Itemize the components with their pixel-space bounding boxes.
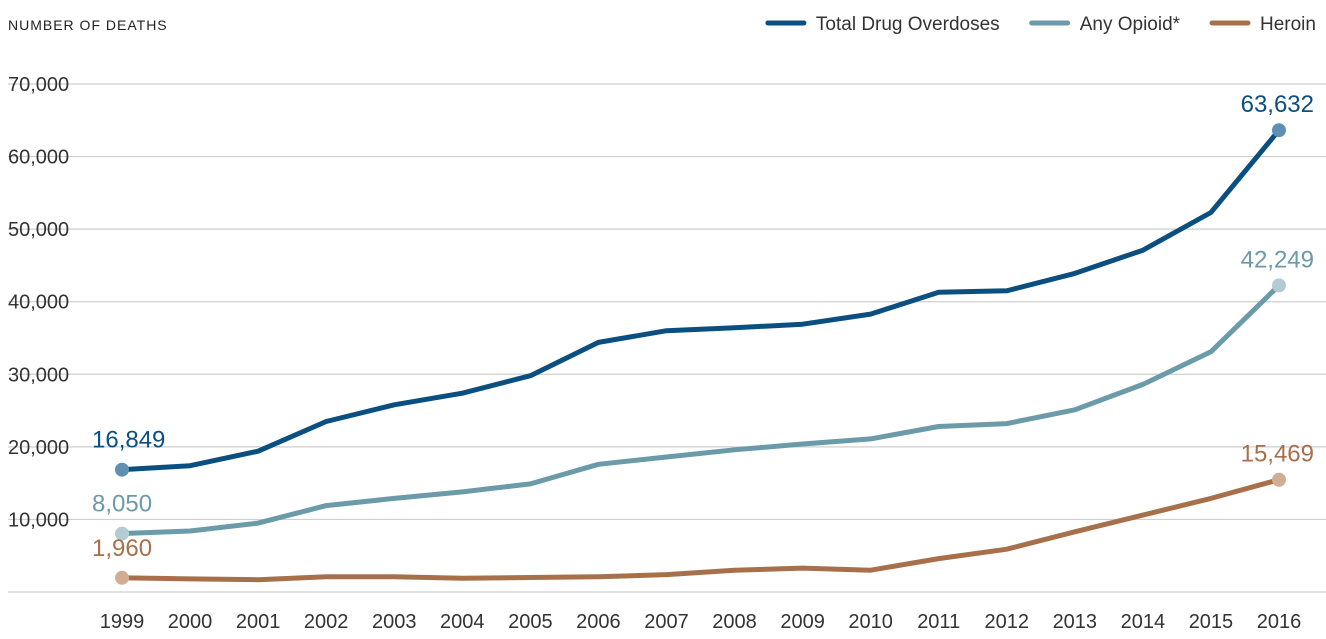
- x-tick-label: 2016: [1257, 611, 1302, 633]
- x-tick-label: 2005: [508, 611, 553, 633]
- series-marker: [1272, 472, 1286, 487]
- end-value-label: 15,469: [1241, 441, 1314, 468]
- legend-label: Any Opioid*: [1080, 14, 1181, 35]
- y-tick-label: 30,000: [8, 364, 69, 386]
- x-axis-ticks: 1999 2000 2001 2002 2003 2004 2005 2006 2007 2008…: [100, 611, 1302, 633]
- gridlines: [8, 83, 1326, 593]
- legend-label: Total Drug Overdoses: [816, 14, 1000, 35]
- x-tick-label: 2002: [304, 611, 349, 633]
- x-tick-label: 2010: [848, 611, 893, 633]
- x-tick-label: 2006: [576, 611, 621, 633]
- start-value-label: 8,050: [92, 491, 152, 518]
- data-labels: 16,849 63,632 8,050 42,249 1,960 15,469: [92, 91, 1314, 562]
- y-tick-label: 10,000: [8, 509, 69, 531]
- legend-label: Heroin: [1260, 14, 1316, 35]
- x-tick-label: 2007: [644, 611, 689, 633]
- y-tick-label: 60,000: [8, 147, 69, 169]
- legend: Total Drug Overdoses Any Opioid* Heroin: [765, 14, 1316, 35]
- x-tick-label: 2011: [917, 611, 960, 633]
- y-axis-label: NUMBER OF DEATHS: [8, 17, 168, 33]
- series-line: [119, 127, 1282, 473]
- x-tick-label: 2014: [1121, 611, 1166, 633]
- series-markers: [115, 123, 1286, 585]
- x-tick-label: 2015: [1189, 611, 1234, 633]
- y-tick-label: 70,000: [8, 74, 69, 96]
- start-value-label: 1,960: [92, 535, 152, 562]
- series-lines: [119, 127, 1282, 583]
- legend-item: Any Opioid*: [1029, 14, 1181, 35]
- x-tick-label: 2000: [168, 611, 213, 633]
- x-tick-label: 2009: [780, 611, 825, 633]
- start-value-label: 16,849: [92, 427, 165, 454]
- y-tick-label: 20,000: [8, 437, 69, 459]
- series-marker: [115, 570, 129, 585]
- series-line: [119, 282, 1282, 537]
- x-tick-label: 2003: [372, 611, 417, 633]
- series-line: [119, 477, 1282, 583]
- series-marker: [115, 462, 129, 477]
- y-tick-label: 50,000: [8, 219, 69, 241]
- x-tick-label: 2012: [985, 611, 1030, 633]
- x-tick-label: 2008: [712, 611, 757, 633]
- series-marker: [1272, 123, 1286, 138]
- x-tick-label: 2001: [236, 611, 281, 633]
- y-tick-label: 40,000: [8, 292, 69, 314]
- series-marker: [1272, 278, 1286, 293]
- legend-item: Heroin: [1209, 14, 1316, 35]
- x-tick-label: 1999: [100, 611, 145, 633]
- x-tick-label: 2004: [440, 611, 485, 633]
- series-marker: [115, 526, 129, 541]
- x-tick-label: 2013: [1053, 611, 1098, 633]
- end-value-label: 63,632: [1241, 91, 1314, 118]
- legend-item: Total Drug Overdoses: [765, 14, 1000, 35]
- y-axis-ticks: 10,000 20,000 30,000 40,000 50,000 60,000 70,0…: [8, 74, 69, 531]
- end-value-label: 42,249: [1241, 246, 1314, 273]
